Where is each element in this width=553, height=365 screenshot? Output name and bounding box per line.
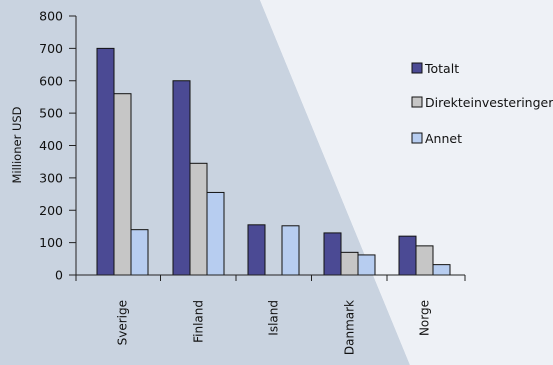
bar xyxy=(206,191,225,276)
bar xyxy=(172,80,191,276)
bar xyxy=(432,264,451,276)
y-tick-label: 700 xyxy=(39,41,63,56)
bar xyxy=(189,162,208,276)
bar xyxy=(281,225,300,276)
x-category-label: Island xyxy=(267,300,281,336)
bar xyxy=(398,235,417,276)
y-axis-title: Millioner USD xyxy=(10,106,24,183)
bar xyxy=(323,232,342,276)
legend-swatch xyxy=(411,62,423,74)
x-axis-categories: Sverige Finland Island Danmark Norge xyxy=(116,300,432,355)
y-tick-label: 600 xyxy=(39,73,63,88)
bar xyxy=(357,254,376,276)
y-tick-label: 200 xyxy=(39,203,63,218)
legend-label: Direkteinvesteringer xyxy=(425,95,553,110)
bar xyxy=(340,251,359,276)
background-right xyxy=(260,0,553,365)
y-axis-ticks: 0 100 200 300 400 500 600 700 800 xyxy=(39,9,76,283)
bar xyxy=(130,229,149,276)
x-category-label: Danmark xyxy=(343,300,357,355)
legend-label: Totalt xyxy=(424,61,459,76)
x-category-label: Sverige xyxy=(116,300,130,345)
bar xyxy=(247,224,266,276)
bar xyxy=(96,47,115,276)
x-category-label: Finland xyxy=(192,300,206,343)
x-category-label: Norge xyxy=(418,300,432,336)
y-tick-label: 800 xyxy=(39,9,63,24)
y-tick-label: 500 xyxy=(39,106,63,121)
axes xyxy=(75,16,466,281)
legend-swatch xyxy=(411,96,423,108)
y-tick-label: 100 xyxy=(39,235,63,250)
y-tick-label: 0 xyxy=(55,268,63,283)
y-tick-label: 300 xyxy=(39,170,63,185)
legend-swatch xyxy=(411,132,423,144)
bars xyxy=(96,47,451,276)
bar xyxy=(113,93,132,276)
y-tick-label: 400 xyxy=(39,138,63,153)
legend: Totalt Direkteinvesteringer Annet xyxy=(411,61,553,146)
legend-label: Annet xyxy=(425,131,462,146)
bar xyxy=(415,245,434,276)
